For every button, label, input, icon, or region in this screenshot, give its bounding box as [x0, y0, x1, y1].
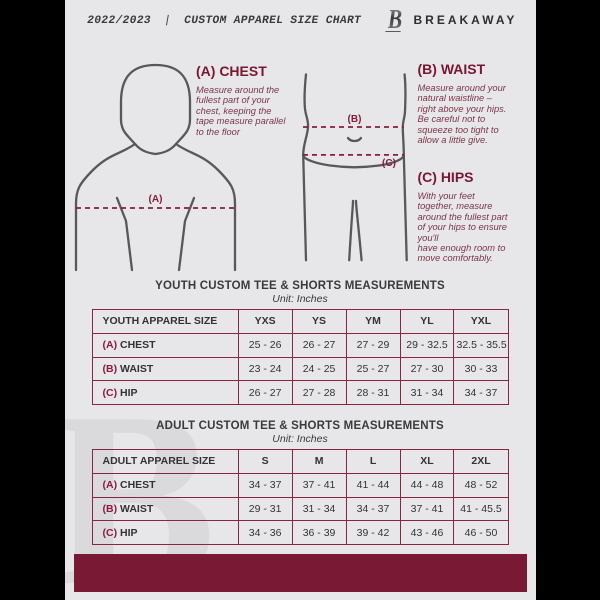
svg-text:(C): (C)	[382, 158, 396, 169]
svg-text:(A): (A)	[148, 194, 162, 205]
svg-text:(B): (B)	[347, 114, 361, 125]
